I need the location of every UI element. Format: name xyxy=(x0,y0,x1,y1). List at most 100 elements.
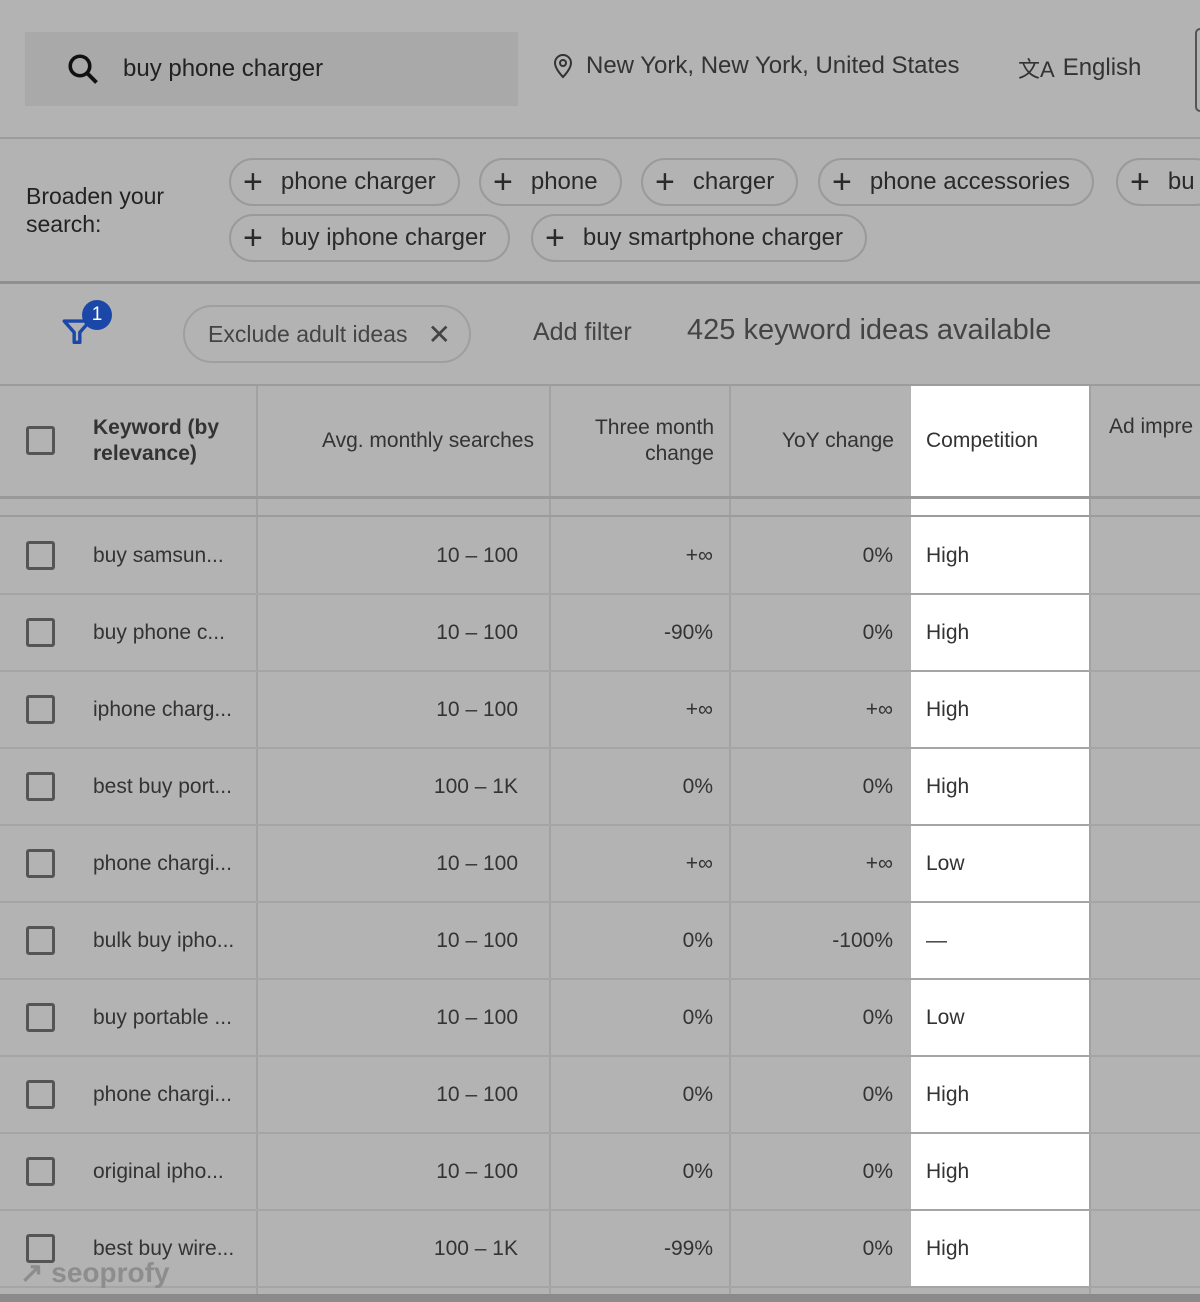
table-row[interactable]: buy portable ... 10 – 100 0% 0% Low xyxy=(0,979,1200,1056)
avg-searches-cell: 10 – 100 xyxy=(436,928,518,952)
avg-searches-cell: 10 – 100 xyxy=(436,1159,518,1183)
yoy-cell: 0% xyxy=(862,620,893,644)
yoy-cell: 0% xyxy=(862,1236,893,1260)
header-keyword[interactable]: Keyword (by relevance) xyxy=(93,416,220,465)
filter-button[interactable]: 1 xyxy=(60,300,114,352)
competition-cell: High xyxy=(926,620,970,644)
competition-cell: High xyxy=(926,774,970,798)
row-divider xyxy=(0,978,1200,980)
search-icon xyxy=(68,54,98,84)
row-checkbox[interactable] xyxy=(26,849,55,878)
avg-searches-cell: 100 – 1K xyxy=(433,774,518,798)
header-ad-impressions[interactable]: Ad impre xyxy=(1109,415,1194,438)
col-divider xyxy=(729,386,731,1302)
row-checkbox[interactable] xyxy=(26,1157,55,1186)
three-month-cell: +∞ xyxy=(685,543,713,567)
divider xyxy=(0,384,1200,386)
yoy-cell: 0% xyxy=(862,543,893,567)
yoy-cell: 0% xyxy=(862,1159,893,1183)
exclude-adult-chip[interactable]: Exclude adult ideas ✕ xyxy=(183,305,471,363)
table-row[interactable]: buy samsun... 10 – 100 +∞ 0% High xyxy=(0,517,1200,594)
row-checkbox[interactable] xyxy=(26,618,55,647)
search-box[interactable]: buy phone charger xyxy=(25,32,518,106)
avg-searches-cell: 10 – 100 xyxy=(436,1005,518,1029)
language-selector[interactable]: 文A English xyxy=(1018,52,1141,84)
header-avg-searches[interactable]: Avg. monthly searches xyxy=(321,429,534,452)
table-row[interactable]: best buy port... 100 – 1K 0% 0% High xyxy=(0,748,1200,825)
table-row[interactable]: best buy wire... 100 – 1K -99% 0% High xyxy=(0,1210,1200,1287)
table-row[interactable]: phone chargi... 10 – 100 0% 0% High xyxy=(0,1056,1200,1133)
header-three-month[interactable]: Three month change xyxy=(594,416,714,465)
chip-buy-smartphone-charger[interactable]: + buy smartphone charger xyxy=(531,214,868,262)
avg-searches-cell: 10 – 100 xyxy=(436,620,518,644)
row-checkbox[interactable] xyxy=(26,1003,55,1032)
right-edge-button[interactable] xyxy=(1195,28,1200,112)
keyword-cell: bulk buy ipho... xyxy=(93,928,235,952)
avg-searches-cell: 10 – 100 xyxy=(436,1082,518,1106)
header-competition[interactable]: Competition xyxy=(926,429,1039,452)
yoy-cell: -100% xyxy=(832,928,893,952)
col-divider xyxy=(256,386,258,1302)
row-divider xyxy=(0,747,1200,749)
broaden-label: Broaden your search: xyxy=(26,183,165,237)
row-checkbox[interactable] xyxy=(26,541,55,570)
row-checkbox[interactable] xyxy=(26,772,55,801)
row-checkbox[interactable] xyxy=(26,695,55,724)
chip-label: bu xyxy=(1167,168,1195,195)
chip-label: phone xyxy=(530,168,598,195)
divider xyxy=(0,137,1200,139)
row-divider xyxy=(0,824,1200,826)
row-divider xyxy=(0,593,1200,595)
divider xyxy=(0,281,1200,284)
row-checkbox[interactable] xyxy=(26,1234,55,1263)
competition-cell: High xyxy=(926,1082,970,1106)
keyword-count: 425 keyword ideas available xyxy=(687,314,1052,346)
row-checkbox[interactable] xyxy=(26,926,55,955)
plus-icon: + xyxy=(493,163,513,201)
chip-label: charger xyxy=(692,168,775,195)
translate-icon: 文A xyxy=(1018,57,1055,82)
competition-cell: Low xyxy=(926,1005,965,1029)
chip-label: buy iphone charger xyxy=(280,224,487,251)
chip-bu[interactable]: + bu xyxy=(1116,158,1200,206)
keyword-cell: best buy wire... xyxy=(93,1236,235,1260)
three-month-cell: +∞ xyxy=(685,851,713,875)
row-divider xyxy=(0,670,1200,672)
chip-phone-accessories[interactable]: + phone accessories xyxy=(818,158,1094,206)
avg-searches-cell: 10 – 100 xyxy=(436,697,518,721)
keyword-cell: buy samsun... xyxy=(93,543,224,567)
avg-searches-cell: 10 – 100 xyxy=(436,543,518,567)
three-month-cell: 0% xyxy=(682,774,713,798)
row-checkbox[interactable] xyxy=(26,1080,55,1109)
add-filter-button[interactable]: Add filter xyxy=(533,318,632,346)
header-yoy[interactable]: YoY change xyxy=(781,429,894,452)
three-month-cell: -99% xyxy=(663,1236,713,1260)
watermark-logo: ↗ seoprofy xyxy=(20,1257,170,1288)
col-divider xyxy=(549,386,551,1302)
row-divider xyxy=(0,901,1200,903)
row-divider xyxy=(0,1132,1200,1134)
chip-buy-iphone-charger[interactable]: + buy iphone charger xyxy=(229,214,511,262)
plus-icon: + xyxy=(1130,163,1150,201)
table-row[interactable]: iphone charg... 10 – 100 +∞ +∞ High xyxy=(0,671,1200,748)
horizontal-scrollbar[interactable] xyxy=(0,1294,1200,1302)
row-divider xyxy=(0,1055,1200,1057)
table-row[interactable]: bulk buy ipho... 10 – 100 0% -100% — xyxy=(0,902,1200,979)
three-month-cell: -90% xyxy=(663,620,713,644)
row-divider xyxy=(0,1286,1200,1288)
chip-phone[interactable]: + phone xyxy=(479,158,622,206)
table-row[interactable]: buy phone c... 10 – 100 -90% 0% High xyxy=(0,594,1200,671)
close-icon[interactable]: ✕ xyxy=(427,318,451,350)
table-row[interactable]: original ipho... 10 – 100 0% 0% High xyxy=(0,1133,1200,1210)
keyword-cell: iphone charg... xyxy=(93,697,232,721)
divider xyxy=(0,496,1200,499)
chip-phone-charger[interactable]: + phone charger xyxy=(229,158,460,206)
yoy-cell: 0% xyxy=(862,774,893,798)
yoy-cell: +∞ xyxy=(865,851,893,875)
chip-charger[interactable]: + charger xyxy=(641,158,799,206)
table-row[interactable]: phone chargi... 10 – 100 +∞ +∞ Low xyxy=(0,825,1200,902)
search-query[interactable]: buy phone charger xyxy=(123,55,324,82)
location-selector[interactable]: New York, New York, United States xyxy=(552,52,960,80)
select-all-checkbox[interactable] xyxy=(26,426,55,455)
chip-label: phone accessories xyxy=(869,168,1070,195)
